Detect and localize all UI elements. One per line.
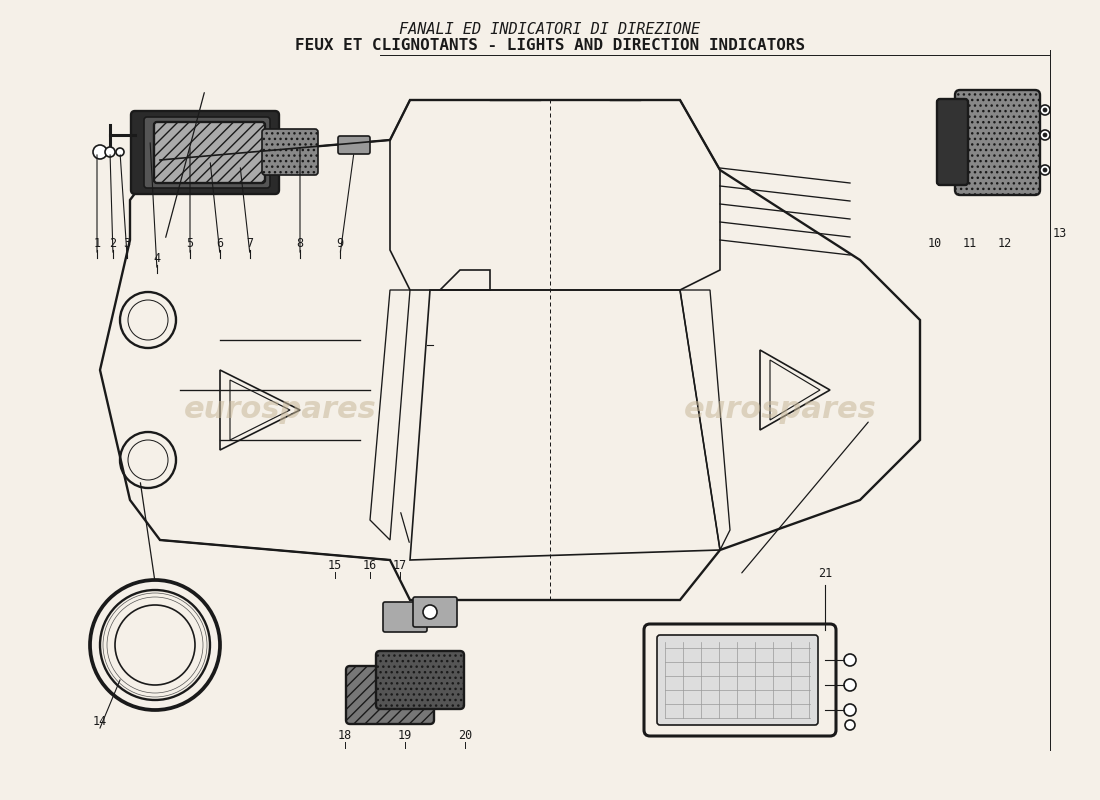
FancyBboxPatch shape xyxy=(955,90,1040,195)
Circle shape xyxy=(104,147,116,157)
FancyBboxPatch shape xyxy=(657,635,818,725)
Text: 8: 8 xyxy=(296,237,304,250)
Circle shape xyxy=(844,654,856,666)
Text: eurospares: eurospares xyxy=(683,395,877,425)
Text: 20: 20 xyxy=(458,729,472,742)
Text: 19: 19 xyxy=(398,729,412,742)
Text: 7: 7 xyxy=(246,237,254,250)
Text: 16: 16 xyxy=(363,559,377,572)
Circle shape xyxy=(424,605,437,619)
Circle shape xyxy=(1040,165,1050,175)
Text: 2: 2 xyxy=(109,237,117,250)
FancyBboxPatch shape xyxy=(376,651,464,709)
FancyBboxPatch shape xyxy=(262,129,318,175)
Circle shape xyxy=(1040,105,1050,115)
Text: 15: 15 xyxy=(328,559,342,572)
FancyBboxPatch shape xyxy=(144,117,270,188)
Circle shape xyxy=(844,704,856,716)
Circle shape xyxy=(1040,130,1050,140)
Text: 14: 14 xyxy=(92,715,107,728)
FancyBboxPatch shape xyxy=(412,597,456,627)
Circle shape xyxy=(1043,133,1047,137)
Text: 13: 13 xyxy=(1053,227,1067,240)
Text: 12: 12 xyxy=(998,237,1012,250)
Text: 11: 11 xyxy=(962,237,977,250)
Text: 17: 17 xyxy=(393,559,407,572)
Text: 4: 4 xyxy=(153,252,161,265)
FancyBboxPatch shape xyxy=(131,111,279,194)
Circle shape xyxy=(845,720,855,730)
Text: eurospares: eurospares xyxy=(184,395,376,425)
FancyBboxPatch shape xyxy=(338,136,370,154)
Text: 6: 6 xyxy=(217,237,223,250)
FancyBboxPatch shape xyxy=(154,122,265,183)
Circle shape xyxy=(1043,168,1047,172)
FancyBboxPatch shape xyxy=(346,666,434,724)
Circle shape xyxy=(116,148,124,156)
Text: 21: 21 xyxy=(818,567,832,580)
Text: 3: 3 xyxy=(123,237,131,250)
Text: 18: 18 xyxy=(338,729,352,742)
Text: FANALI ED INDICATORI DI DIREZIONE: FANALI ED INDICATORI DI DIREZIONE xyxy=(399,22,701,37)
Text: 5: 5 xyxy=(186,237,194,250)
FancyBboxPatch shape xyxy=(937,99,968,185)
Circle shape xyxy=(94,145,107,159)
FancyBboxPatch shape xyxy=(383,602,427,632)
Text: 1: 1 xyxy=(94,237,100,250)
Circle shape xyxy=(844,679,856,691)
Text: FEUX ET CLIGNOTANTS - LIGHTS AND DIRECTION INDICATORS: FEUX ET CLIGNOTANTS - LIGHTS AND DIRECTI… xyxy=(295,38,805,53)
Text: 9: 9 xyxy=(337,237,343,250)
Circle shape xyxy=(1043,108,1047,112)
Text: 10: 10 xyxy=(928,237,942,250)
